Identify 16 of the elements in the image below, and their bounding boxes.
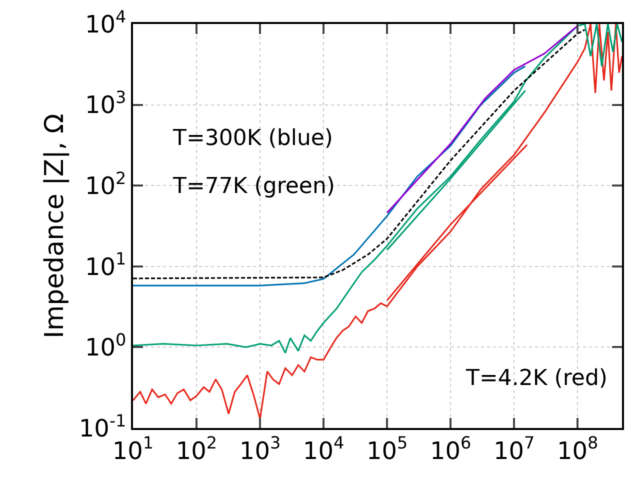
- y-tick-label: 10$^{4}$: [84, 6, 126, 38]
- annotation: T=300K (blue): [172, 126, 334, 151]
- y-axis-title: Impedance |Z|, Ω: [40, 114, 70, 338]
- annotation: T=77K (green): [172, 174, 335, 199]
- y-tick-label: 10$^{2}$: [84, 168, 126, 200]
- y-tick-label: 10$^{1}$: [84, 248, 126, 281]
- x-tick-label: 10$^{6}$: [430, 432, 472, 465]
- x-tick-label: 10$^{2}$: [176, 432, 218, 465]
- x-tick-label: 10$^{8}$: [556, 432, 598, 465]
- annotation: T=4.2K (red): [465, 366, 608, 391]
- x-tick-label: 10$^{7}$: [493, 432, 535, 465]
- y-tick-label: 10$^{3}$: [84, 87, 126, 120]
- x-tick-label: 10$^{5}$: [366, 432, 408, 465]
- x-tick-label: 10$^{4}$: [302, 432, 344, 465]
- x-tick-label: 10$^{3}$: [239, 432, 281, 465]
- y-tick-label: 10$^{0}$: [84, 330, 126, 362]
